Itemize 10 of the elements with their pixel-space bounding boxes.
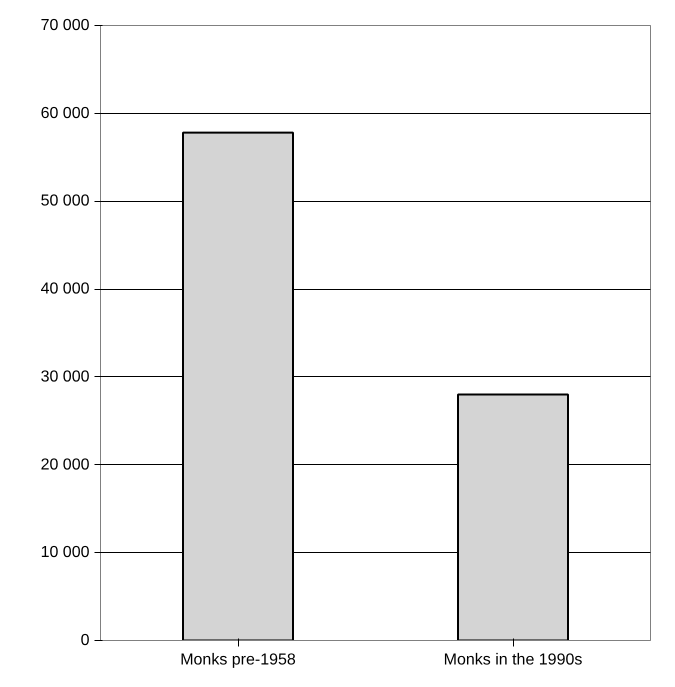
y-tick-label: 40 000 [40,280,90,298]
x-tick-label: Monks pre-1958 [180,652,296,668]
y-tick-label: 70 000 [40,17,90,34]
x-tick-label: Monks in the 1990s [444,652,582,668]
y-tick-label: 60 000 [40,104,90,122]
y-tick-label: 50 000 [40,192,90,210]
y-tick-label: 0 [80,632,90,649]
y-tick-label: 30 000 [40,368,90,386]
y-tick-label: 10 000 [40,544,90,562]
y-tick-label: 20 000 [40,456,90,474]
